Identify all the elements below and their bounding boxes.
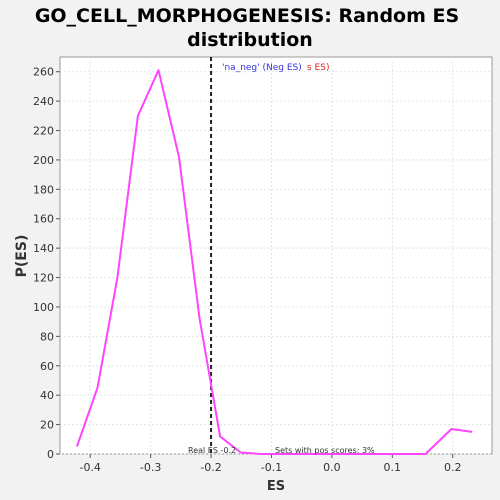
y-tick-label: 140 — [33, 242, 54, 255]
y-tick-label: 220 — [33, 125, 54, 138]
chart-title-line-1: GO_CELL_MORPHOGENESIS: Random ES — [35, 5, 459, 27]
y-tick-label: 100 — [33, 301, 54, 314]
plot-area — [59, 56, 493, 455]
x-tick-label: -0.3 — [140, 461, 161, 474]
y-tick-label: 160 — [33, 213, 54, 226]
y-axis: 0 20 40 60 80 100 120 140 160 180 200 220 240 260 — [33, 66, 60, 461]
pos-scores-label: Sets with pos scores: 3% — [275, 446, 375, 455]
x-tick-label: 0.0 — [323, 461, 341, 474]
x-tick-label: -0.1 — [261, 461, 282, 474]
x-axis: -0.4 -0.3 -0.2 -0.1 0.0 0.1 0.2 — [79, 454, 461, 474]
y-tick-label: 20 — [40, 419, 54, 432]
y-tick-label: 180 — [33, 183, 54, 196]
legend-neg-label: 'na_neg' (Neg ES) — [222, 63, 302, 73]
x-tick-label: 0.1 — [384, 461, 402, 474]
x-tick-label: -0.2 — [200, 461, 221, 474]
y-tick-label: 240 — [33, 95, 54, 108]
y-tick-label: 120 — [33, 272, 54, 285]
y-tick-label: 0 — [47, 448, 54, 461]
y-tick-label: 260 — [33, 66, 54, 79]
x-tick-label: 0.2 — [444, 461, 462, 474]
chart-title-line-2: distribution — [187, 29, 313, 51]
y-tick-label: 80 — [40, 330, 54, 343]
series-line — [75, 69, 473, 455]
y-tick-label: 40 — [40, 389, 54, 402]
x-axis-title: ES — [267, 479, 285, 494]
legend-pos-label: s ES) — [307, 63, 329, 73]
x-tick-label: -0.4 — [79, 461, 100, 474]
grid — [60, 57, 492, 455]
series-layer — [75, 69, 473, 455]
y-axis-title: P(ES) — [14, 235, 30, 278]
y-tick-label: 60 — [40, 360, 54, 373]
real-es-label: Real ES -0.2 — [188, 446, 236, 455]
y-tick-label: 200 — [33, 154, 54, 167]
